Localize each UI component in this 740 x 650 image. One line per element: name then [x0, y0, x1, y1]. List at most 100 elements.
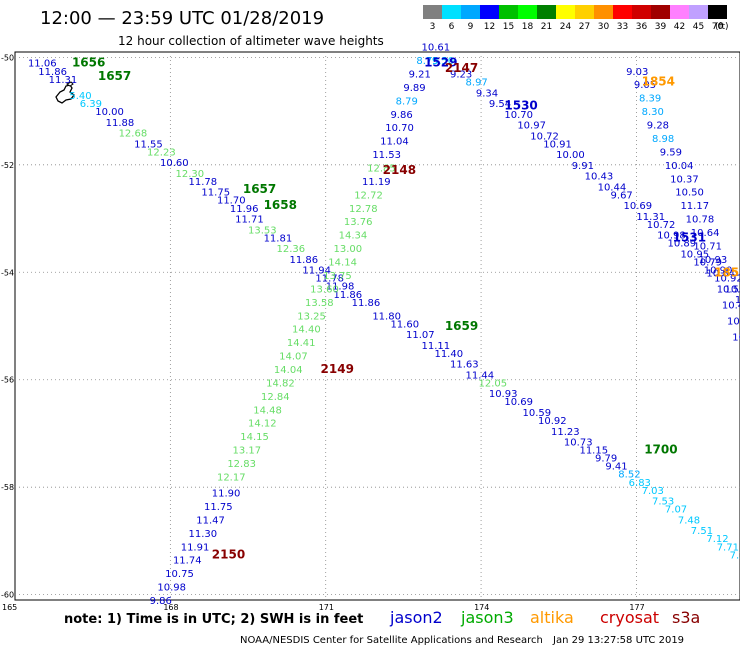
- wave-height-label: 12.36: [277, 244, 306, 255]
- wave-height-label: 10.44: [598, 182, 627, 193]
- wave-height-label: 11.78: [188, 177, 217, 188]
- wave-height-label: 11.86: [352, 298, 381, 309]
- wave-height-label: 10.50: [675, 188, 704, 199]
- wave-height-label: 11.80: [372, 311, 401, 322]
- satellite-legend-altika: altika: [530, 608, 574, 627]
- wave-height-label: 9.54: [489, 99, 511, 110]
- pass-time-label: 185: [714, 265, 739, 279]
- scale-label-24: 24: [559, 22, 572, 32]
- wave-height-label: 8.75: [416, 56, 438, 67]
- wave-height-label: 8.30: [642, 107, 664, 118]
- wave-height-label: 11.44: [466, 370, 495, 381]
- wave-height-label: 6.83: [629, 478, 651, 489]
- wave-height-label: 10.70: [385, 123, 414, 134]
- wave-height-label: 11.55: [134, 139, 163, 150]
- wave-height-label: 8.97: [466, 78, 488, 89]
- scale-swatch-42: [670, 5, 689, 19]
- wave-height-label: 11.17: [680, 201, 709, 212]
- wave-height-label: 12.30: [176, 169, 205, 180]
- generation-timestamp: Jan 29 13:27:58 UTC 2019: [553, 635, 685, 646]
- wave-height-label: 10.60: [160, 158, 189, 169]
- wave-height-label: 10.3: [732, 333, 740, 344]
- axis-ticks: 165 168 171 174 177 -50 -52 -54 -56 -58 -60: [1, 53, 645, 612]
- auckland-islands-coastline: [55, 81, 75, 104]
- wave-height-label: 10.98: [157, 583, 186, 594]
- track-jason2-a: 11.0611.8611.315.406.3910.0011.8812.6811…: [28, 59, 740, 562]
- pass-time-label: 1531: [673, 230, 706, 244]
- wave-height-label: 11.86: [38, 67, 67, 78]
- wave-height-label: 14.48: [253, 405, 282, 416]
- scale-label-70: 70: [711, 22, 724, 32]
- wave-height-label: 11.71: [235, 215, 264, 226]
- wave-height-label: 11.90: [212, 489, 241, 500]
- pass-time-label: 1529: [424, 56, 457, 70]
- scale-swatch-18: [518, 5, 537, 19]
- wave-height-label: 13.75: [323, 271, 352, 282]
- pass-time-label: 1657: [243, 182, 276, 196]
- wave-height-label: 11.81: [264, 233, 293, 244]
- pass-time-label: 2147: [445, 61, 478, 75]
- pass-time-label: 1657: [98, 69, 131, 83]
- wave-height-label: 12.23: [147, 147, 176, 158]
- wave-height-label: 7.07: [665, 505, 687, 516]
- satellite-legend-jason2: jason2: [390, 608, 443, 627]
- wave-height-label: 10.72: [647, 220, 676, 231]
- scale-unit-label: (ft): [715, 22, 729, 32]
- wave-height-label: 10.78: [686, 215, 715, 226]
- scale-swatch-45: [689, 5, 708, 19]
- scale-label-30: 30: [597, 22, 610, 32]
- wave-height-label: 11.47: [196, 515, 225, 526]
- wave-height-label: 11.04: [380, 137, 409, 148]
- wave-height-label: 7.12: [706, 534, 728, 545]
- wave-height-label: 9.23: [450, 69, 472, 80]
- wave-height-label: 13.53: [248, 225, 277, 236]
- wave-height-label: 12.84: [261, 392, 290, 403]
- wave-height-label: 9.67: [611, 190, 633, 201]
- wave-height-label: 11.15: [579, 446, 608, 457]
- wave-height-label: 7.03: [642, 486, 664, 497]
- wave-height-label: 11.88: [106, 118, 135, 129]
- wave-height-label: 12.17: [217, 472, 246, 483]
- wave-height-label: 10.93: [489, 389, 518, 400]
- wave-height-label: 11.53: [372, 150, 401, 161]
- lat-tick--52: -52: [1, 161, 14, 170]
- track-labels: 11.0611.8611.315.406.3910.0011.8812.6811…: [28, 43, 740, 607]
- wave-height-label: 9.86: [150, 596, 172, 607]
- wave-height-label: 9.21: [409, 69, 431, 80]
- wave-height-label: 11.23: [551, 427, 580, 438]
- wave-height-label: 10.59: [523, 408, 552, 419]
- wave-height-label: 11.06: [28, 59, 57, 70]
- track-jason3-a: 9.8610.9810.7511.7411.9111.3011.4711.751…: [150, 43, 451, 607]
- satellite-legend-jason3: jason3: [461, 608, 514, 627]
- wave-height-label: 10.92: [714, 274, 740, 285]
- wave-height-label: 10.93: [699, 255, 728, 266]
- wave-height-label: 10.54: [717, 284, 740, 295]
- wave-height-label: 10.73: [564, 438, 593, 449]
- wave-height-label: 10.43: [585, 172, 614, 183]
- wave-height-label: 11.86: [333, 290, 362, 301]
- wave-height-label: 11.63: [450, 360, 479, 371]
- wave-height-label: 10.98: [657, 231, 686, 242]
- wave-height-label: 10.00: [735, 295, 740, 306]
- wave-height-label: 11.70: [217, 196, 246, 207]
- wave-height-label: 11.94: [302, 266, 331, 277]
- pass-time-label: 2149: [321, 362, 354, 376]
- wave-height-label: 6.39: [80, 99, 102, 110]
- wave-height-label: 12.85: [367, 164, 396, 175]
- wave-height-label: 14.40: [292, 325, 321, 336]
- wave-height-label: 13.60: [310, 284, 339, 295]
- scale-swatch-21: [537, 5, 556, 19]
- wave-height-label: 13.00: [333, 244, 362, 255]
- scale-swatch-27: [575, 5, 594, 19]
- scale-label-21: 21: [540, 22, 553, 32]
- wave-height-label: 10.04: [665, 161, 694, 172]
- wave-height-label: 11.11: [422, 341, 451, 352]
- wave-height-label: 10.89: [668, 239, 697, 250]
- scale-label-15: 15: [502, 22, 515, 32]
- wave-height-label: 11.19: [362, 177, 391, 188]
- scale-label-3: 3: [429, 22, 436, 32]
- wave-height-label: 14.15: [240, 432, 269, 443]
- wave-height-label: 10.70: [504, 110, 533, 121]
- wave-height-label: 10.75: [165, 569, 194, 580]
